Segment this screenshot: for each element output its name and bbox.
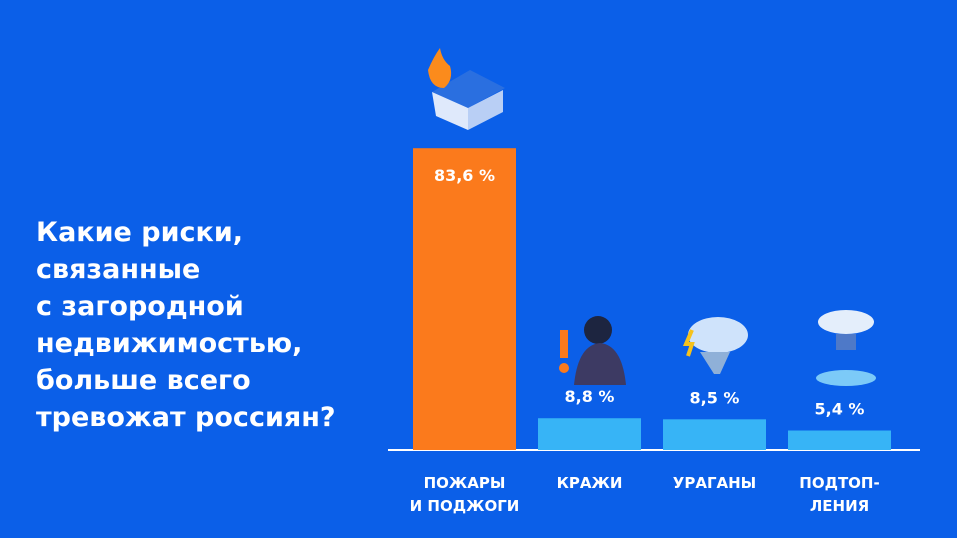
storm-icon	[682, 317, 748, 374]
category-label: КРАЖИ	[556, 474, 623, 492]
category-label: УРАГАНЫ	[672, 474, 757, 492]
bar	[538, 418, 641, 450]
bar	[413, 148, 516, 451]
sink-icon	[816, 310, 876, 386]
thief-icon	[559, 316, 626, 385]
chart-title: Какие риски, связанные с загородной недв…	[36, 217, 336, 433]
value-label: 8,8 %	[565, 387, 615, 406]
value-label: 8,5 %	[690, 388, 740, 407]
category-label: ПОЖАРЫ И ПОДЖОГИ	[409, 474, 520, 515]
value-label: 83,6 %	[434, 166, 495, 185]
value-label: 5,4 %	[815, 400, 865, 419]
category-label: ПОДТОП- ЛЕНИЯ	[799, 474, 880, 515]
bar	[663, 419, 766, 450]
bar	[788, 430, 891, 450]
house-icon	[428, 48, 505, 130]
